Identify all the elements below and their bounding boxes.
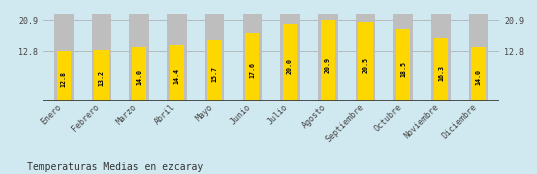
- Bar: [434, 38, 448, 101]
- Text: 13.2: 13.2: [98, 70, 104, 86]
- Text: 15.7: 15.7: [212, 66, 217, 82]
- Bar: [358, 22, 373, 101]
- Bar: [92, 14, 111, 101]
- Text: 18.5: 18.5: [400, 61, 406, 77]
- Text: 16.3: 16.3: [438, 65, 444, 81]
- Text: 14.0: 14.0: [136, 69, 142, 85]
- Bar: [318, 14, 338, 101]
- Bar: [396, 29, 410, 101]
- Text: Temperaturas Medias en ezcaray: Temperaturas Medias en ezcaray: [27, 162, 203, 172]
- Bar: [355, 14, 375, 101]
- Bar: [245, 33, 259, 101]
- Text: 17.6: 17.6: [249, 62, 255, 78]
- Bar: [471, 47, 486, 101]
- Text: 20.5: 20.5: [362, 57, 368, 73]
- Text: 20.9: 20.9: [325, 57, 331, 73]
- Bar: [394, 14, 413, 101]
- Bar: [280, 14, 300, 101]
- Bar: [283, 24, 297, 101]
- Bar: [132, 47, 146, 101]
- Bar: [167, 14, 187, 101]
- Bar: [243, 14, 262, 101]
- Text: 14.0: 14.0: [476, 69, 482, 85]
- Bar: [54, 14, 74, 101]
- Text: 20.0: 20.0: [287, 58, 293, 74]
- Text: 14.4: 14.4: [174, 68, 180, 84]
- Bar: [205, 14, 224, 101]
- Bar: [170, 45, 184, 101]
- Bar: [469, 14, 489, 101]
- Bar: [129, 14, 149, 101]
- Bar: [56, 52, 71, 101]
- Text: 12.8: 12.8: [61, 71, 67, 87]
- Bar: [431, 14, 451, 101]
- Bar: [95, 50, 108, 101]
- Bar: [207, 40, 222, 101]
- Bar: [321, 20, 335, 101]
